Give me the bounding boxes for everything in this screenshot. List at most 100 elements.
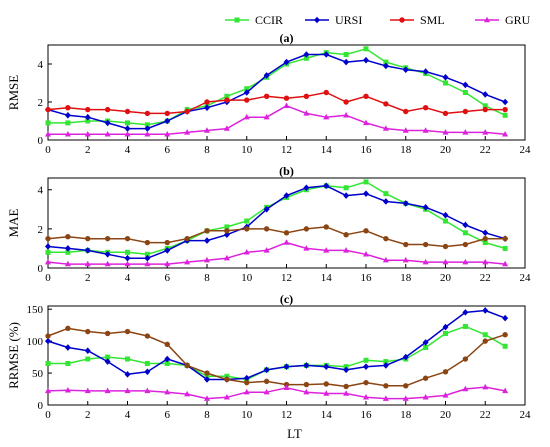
panel-title: (c) (280, 292, 293, 306)
x-tick-label: 16 (361, 144, 373, 156)
legend-label-gru: GRU (505, 13, 531, 27)
data-point-sml (144, 110, 151, 117)
data-point-gru (303, 110, 310, 116)
y-tick-label: 0 (38, 400, 44, 412)
data-point-sml (502, 332, 508, 338)
data-point-ccir (244, 86, 250, 92)
data-point-ccir (383, 191, 389, 197)
data-point-gru (462, 129, 469, 135)
data-point-gru (223, 125, 230, 131)
data-point-sml (144, 333, 151, 339)
x-tick-label: 14 (321, 409, 333, 421)
x-tick-label: 6 (165, 144, 171, 156)
data-point-gru (164, 388, 171, 395)
series-ccir (45, 46, 508, 128)
data-point-ursi (84, 113, 91, 121)
data-point-ursi (124, 125, 131, 132)
series-ursi (45, 182, 509, 262)
data-point-gru (124, 387, 131, 394)
data-point-gru (184, 129, 191, 135)
data-point-gru (323, 247, 330, 253)
data-point-sml (323, 89, 329, 96)
y-axis-label: MAE (6, 208, 21, 237)
data-point-sml (303, 226, 310, 232)
y-tick-label: 0 (38, 135, 44, 147)
data-point-ursi (243, 89, 250, 96)
y-tick-label: 2 (38, 97, 44, 109)
data-point-sml (323, 381, 329, 387)
data-point-gru (502, 387, 509, 394)
data-point-sml (224, 228, 230, 234)
data-point-ccir (462, 230, 468, 236)
y-tick-label: 50 (32, 368, 44, 380)
data-point-gru (45, 131, 51, 137)
data-point-gru (482, 129, 489, 135)
data-point-gru (104, 387, 111, 394)
data-point-ursi (144, 125, 151, 132)
data-point-gru (462, 258, 469, 265)
x-tick-label: 4 (125, 409, 131, 421)
data-point-sml (263, 378, 270, 385)
data-point-ccir (482, 332, 488, 338)
data-point-sml (65, 105, 71, 111)
data-point-gru (223, 254, 230, 261)
series-line-gru (47, 241, 506, 265)
data-point-ccir (502, 245, 508, 251)
series-gru (45, 239, 509, 267)
x-tick-label: 24 (520, 144, 532, 156)
data-point-gru (263, 388, 270, 395)
series-line-sml (47, 226, 506, 248)
data-point-ursi (223, 231, 230, 239)
x-tick-label: 16 (361, 272, 373, 284)
data-point-gru (45, 387, 51, 394)
x-tick-label: 8 (204, 272, 210, 284)
data-point-sml (204, 99, 210, 105)
data-point-ursi (442, 323, 449, 331)
series-sml (45, 325, 508, 390)
data-point-gru (422, 258, 429, 265)
data-point-sml (45, 235, 51, 242)
data-point-ccir (443, 218, 448, 224)
data-point-gru (243, 113, 250, 120)
data-point-gru (263, 247, 270, 253)
x-tick-label: 12 (281, 272, 292, 284)
data-point-ursi (502, 314, 509, 322)
data-point-sml (263, 226, 270, 232)
x-tick-label: 20 (440, 409, 452, 421)
x-tick-label: 4 (125, 272, 131, 284)
data-point-ursi (323, 51, 330, 58)
data-point-ursi (422, 68, 429, 75)
data-point-gru (382, 395, 389, 401)
y-tick-label: 100 (27, 336, 44, 348)
data-point-gru (164, 260, 171, 267)
data-point-sml (85, 235, 91, 242)
data-point-gru (402, 395, 409, 401)
data-point-ursi (64, 344, 71, 351)
data-point-ccir (45, 360, 51, 366)
data-point-sml (363, 93, 369, 100)
data-point-gru (422, 394, 429, 400)
data-point-sml (343, 99, 349, 105)
data-point-ursi (204, 104, 210, 111)
data-point-ccir (462, 90, 468, 95)
x-tick-label: 14 (321, 272, 333, 284)
data-point-gru (343, 247, 350, 253)
data-point-sml (124, 235, 131, 242)
data-point-gru (502, 260, 509, 267)
data-point-gru (323, 390, 330, 396)
data-point-ursi (343, 58, 350, 66)
data-point-ursi (263, 72, 270, 79)
data-point-sml (462, 108, 469, 115)
data-point-gru (502, 131, 509, 137)
data-point-sml (184, 108, 190, 115)
data-point-ursi (84, 347, 91, 355)
data-point-sml (323, 224, 329, 230)
data-point-ursi (64, 245, 71, 252)
series-line-ccir (48, 48, 506, 126)
data-point-ccir (343, 52, 349, 57)
data-point-gru (482, 258, 489, 265)
data-point-sml (363, 379, 369, 386)
data-point-sml (422, 105, 429, 111)
